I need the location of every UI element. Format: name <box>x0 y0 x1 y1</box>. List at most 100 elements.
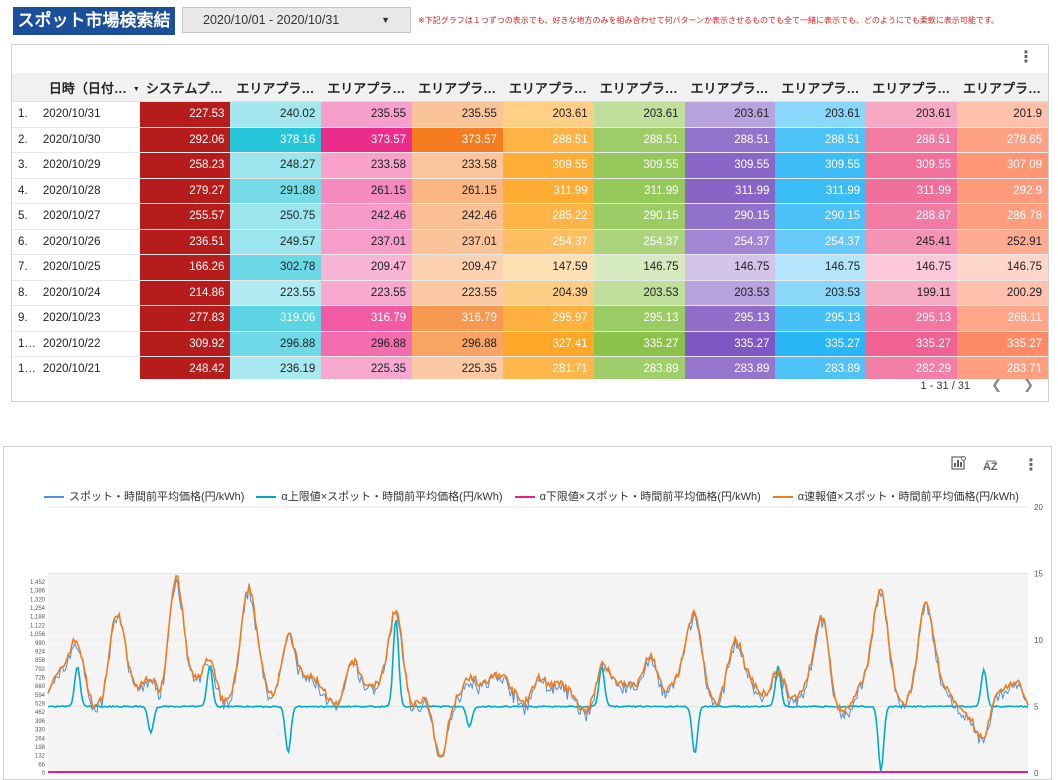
table-row[interactable]: 4. 2020/10/28 279.27 291.88 261.15 261.15 311.… <box>12 178 1048 204</box>
legend-item[interactable]: スポット・時間前平均価格(円/kWh) <box>44 488 244 504</box>
table-cell-value: 214.86 <box>139 280 231 306</box>
price-line-chart-card: A͞Z ⋮ スポット・時間前平均価格(円/kWh) α上限値×スポット・時間前平均… <box>3 446 1052 780</box>
column-header-2[interactable]: エリアプラ… <box>230 73 322 102</box>
table-row[interactable]: 1… 2020/10/21 248.42 236.19 225.35 225.35 281.… <box>12 356 1048 379</box>
left-tick-label: 1,386 <box>30 589 46 595</box>
table-cell-value: 309.55 <box>775 152 867 179</box>
column-header-label: エリアプラ… <box>781 80 860 96</box>
table-cell-value: 288.51 <box>684 127 776 153</box>
column-header-6[interactable]: エリアプラ… <box>593 73 685 102</box>
table-cell-value: 288.51 <box>593 127 685 153</box>
left-tick-label: 1,056 <box>30 632 46 638</box>
table-cell-value: 296.88 <box>321 331 413 357</box>
row-date: 2020/10/21 <box>39 356 140 379</box>
sort-az-icon[interactable]: A͞Z <box>982 461 998 473</box>
date-range-value: 2020/10/01 - 2020/10/31 <box>203 13 340 27</box>
table-cell-value: 203.53 <box>593 280 685 306</box>
table-row[interactable]: 1… 2020/10/22 309.92 296.88 296.88 296.88 327.… <box>12 331 1048 357</box>
table-cell-value: 225.35 <box>321 356 413 379</box>
table-row[interactable]: 5. 2020/10/27 255.57 250.75 242.46 242.46 285.… <box>12 203 1048 230</box>
table-row[interactable]: 6. 2020/10/26 236.51 249.57 237.01 237.01 254.… <box>12 229 1048 255</box>
legend-label: α下限値×スポット・時間前平均価格(円/kWh) <box>539 491 761 503</box>
sort-desc-icon[interactable]: ▼ <box>132 85 140 93</box>
legend-item[interactable]: α上限値×スポット・時間前平均価格(円/kWh) <box>256 488 503 504</box>
table-cell-value: 203.61 <box>866 101 958 128</box>
display-note: ※下記グラフは１つずつの表示でも、好きな地方のみを組み合わせて何パターンか表示さ… <box>418 16 1000 25</box>
table-cell-value: 245.41 <box>866 229 958 255</box>
table-row[interactable]: 8. 2020/10/24 214.86 223.55 223.55 223.55 204.… <box>12 280 1048 306</box>
table-row[interactable]: 3. 2020/10/29 258.23 248.27 233.58 233.58 309.… <box>12 152 1048 179</box>
row-index: 3. <box>12 152 40 179</box>
table-cell-value: 316.79 <box>412 305 503 332</box>
row-index: 6. <box>12 229 40 255</box>
table-cell-value: 309.55 <box>866 152 958 179</box>
legend-item[interactable]: α速報値×スポット・時間前平均価格(円/kWh) <box>772 488 1019 504</box>
table-cell-value: 203.61 <box>593 101 685 128</box>
price-table-card: ⋮ 日時（日付… ▼ システムプ… エリアプラ… エリアプラ… エリアプラ… エリアプラ… エ… <box>11 44 1049 402</box>
column-header-3[interactable]: エリアプラ… <box>321 73 413 102</box>
row-date: 2020/10/22 <box>39 331 140 357</box>
column-header-label: エリアプラ… <box>508 80 587 96</box>
table-cell-value: 281.71 <box>502 356 594 379</box>
column-header-4[interactable]: エリアプラ… <box>412 73 503 102</box>
column-header-7[interactable]: エリアプラ… <box>684 73 776 102</box>
row-date: 2020/10/29 <box>39 152 140 179</box>
series-line-upper <box>47 619 1029 772</box>
table-cell-value: 250.75 <box>230 203 322 230</box>
date-range-picker[interactable]: 2020/10/01 - 2020/10/31 ▼ <box>182 7 411 33</box>
chart-settings-icon[interactable] <box>951 456 966 473</box>
pagination-text: 1 - 31 / 31 <box>920 380 971 392</box>
left-tick-label: 1,452 <box>30 580 46 586</box>
table-cell-value: 237.01 <box>321 229 413 255</box>
column-header-9[interactable]: エリアプラ… <box>866 73 958 102</box>
table-cell-value: 279.27 <box>139 178 231 204</box>
table-cell-value: 291.88 <box>230 178 322 204</box>
table-row[interactable]: 7. 2020/10/25 166.26 302.78 209.47 209.47 147.… <box>12 254 1048 281</box>
more-options-icon[interactable]: ⋮ <box>1023 457 1039 474</box>
table-cell-value: 286.78 <box>957 203 1048 230</box>
table-cell-value: 254.37 <box>502 229 594 255</box>
table-cell-value: 335.27 <box>957 331 1048 357</box>
table-cell-value: 249.57 <box>230 229 322 255</box>
prev-page-icon[interactable]: ❮ <box>991 377 1003 392</box>
legend-swatch <box>44 496 64 499</box>
left-tick-label: 396 <box>35 719 46 725</box>
table-cell-value: 295.13 <box>775 305 867 332</box>
series-line-flash <box>47 574 1029 758</box>
more-options-icon[interactable]: ⋮ <box>1018 49 1034 66</box>
table-cell-value: 335.27 <box>775 331 867 357</box>
column-header-1[interactable]: システムプ… <box>139 73 231 102</box>
table-cell-value: 283.71 <box>957 356 1048 379</box>
price-table: 日時（日付… ▼ システムプ… エリアプラ… エリアプラ… エリアプラ… エリアプラ… エリア… <box>12 73 1048 379</box>
table-row[interactable]: 2. 2020/10/30 292.06 378.16 373.57 373.57 288.… <box>12 127 1048 153</box>
left-tick-label: 792 <box>35 667 46 673</box>
column-header-10[interactable]: エリアプラ… <box>957 73 1048 102</box>
column-header-label: エリアプラ… <box>690 80 769 96</box>
column-header-date[interactable]: 日時（日付… ▼ <box>39 73 140 102</box>
table-cell-value: 296.88 <box>412 331 503 357</box>
row-index: 1… <box>12 331 40 357</box>
left-tick-label: 66 <box>38 762 45 768</box>
table-row[interactable]: 9. 2020/10/23 277.83 319.06 316.79 316.79 295.… <box>12 305 1048 332</box>
left-tick-label: 1,188 <box>30 615 46 621</box>
column-header-8[interactable]: エリアプラ… <box>775 73 867 102</box>
table-cell-value: 327.41 <box>502 331 594 357</box>
column-header-label: エリアプラ… <box>599 80 678 96</box>
column-header-label: エリアプラ… <box>327 80 406 96</box>
next-page-icon[interactable]: ❯ <box>1023 377 1034 392</box>
table-cell-value: 335.27 <box>593 331 685 357</box>
column-header-label: エリアプラ… <box>963 80 1042 96</box>
table-cell-value: 261.15 <box>412 178 503 204</box>
table-cell-value: 201.9 <box>957 101 1048 128</box>
table-row[interactable]: 1. 2020/10/31 227.53 240.02 235.55 235.55 203.… <box>12 101 1048 128</box>
legend-item[interactable]: α下限値×スポット・時間前平均価格(円/kWh) <box>514 488 761 504</box>
row-date: 2020/10/23 <box>39 305 140 332</box>
page-title: スポット市場検索結果 <box>13 7 175 59</box>
table-cell-value: 316.79 <box>321 305 413 332</box>
left-tick-label: 330 <box>35 728 46 734</box>
column-header-5[interactable]: エリアプラ… <box>502 73 594 102</box>
left-tick-label: 264 <box>35 736 46 742</box>
row-index: 2. <box>12 127 40 153</box>
table-cell-value: 378.16 <box>230 127 322 153</box>
table-cell-value: 283.89 <box>684 356 776 379</box>
